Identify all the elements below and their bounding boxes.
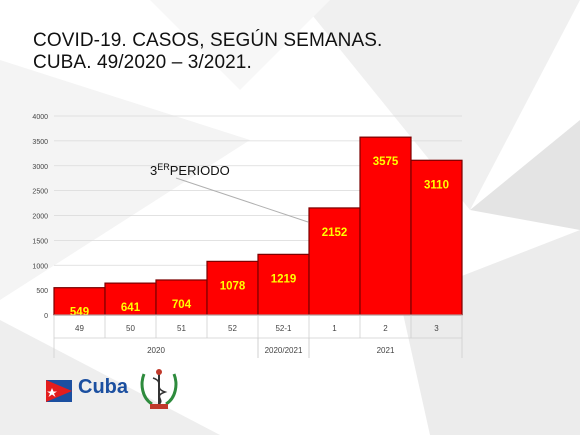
bar-value-label: 549 (70, 307, 89, 319)
bar-value-label: 3575 (373, 156, 399, 168)
bar-value-label: 641 (121, 302, 141, 314)
y-tick-label: 3500 (32, 139, 48, 146)
y-tick-label: 500 (36, 288, 48, 295)
y-tick-label: 1000 (32, 263, 48, 270)
chart-title-line2: CUBA. 49/2020 – 3/2021. (33, 52, 252, 73)
bar-1 (308, 207, 361, 316)
bar-3 (410, 159, 463, 316)
y-axis-ticks: 0 500 1000 1500 2000 2500 3000 3500 4000 (32, 114, 48, 320)
bar-50 (104, 282, 157, 316)
cuba-flag-logo (46, 380, 72, 402)
x-tick-label: 52-1 (275, 324, 292, 333)
bars: 549 641 704 1078 1219 2152 3575 3110 (53, 136, 463, 319)
y-tick-label: 0 (44, 313, 48, 320)
x-group-label: 2021 (377, 346, 395, 355)
bar-value-label: 1219 (271, 273, 297, 285)
x-group-label: 2020/2021 (265, 346, 303, 355)
x-tick-label: 2 (383, 324, 388, 333)
bar-52-1 (257, 253, 310, 316)
cuba-logo-text: Cuba (78, 376, 128, 398)
bar-value-label: 1078 (220, 280, 246, 292)
x-axis: 49 50 51 52 52-1 1 2 3 2020 2020/2021 2021 (53, 314, 463, 358)
x-group-label: 2020 (147, 346, 165, 355)
x-tick-label: 52 (228, 324, 237, 333)
y-tick-label: 2000 (32, 214, 48, 221)
y-tick-label: 2500 (32, 189, 48, 196)
annotation-pointer (175, 177, 309, 223)
y-tick-label: 3000 (32, 164, 48, 171)
x-tick-label: 50 (126, 324, 135, 333)
x-tick-label: 3 (434, 324, 439, 333)
x-tick-label: 49 (75, 324, 84, 333)
y-tick-label: 4000 (32, 114, 48, 121)
bar-value-label: 704 (172, 299, 192, 311)
chart-title-line1: COVID-19. CASOS, SEGÚN SEMANAS. (33, 30, 383, 51)
x-tick-label: 1 (332, 324, 337, 333)
bar-value-label: 3110 (424, 179, 449, 191)
x-tick-label: 51 (177, 324, 186, 333)
bar-value-label: 2152 (322, 227, 348, 239)
y-tick-label: 1500 (32, 238, 48, 245)
health-emblem (140, 369, 178, 409)
annotation-text: 3ERPERIODO (150, 162, 230, 178)
